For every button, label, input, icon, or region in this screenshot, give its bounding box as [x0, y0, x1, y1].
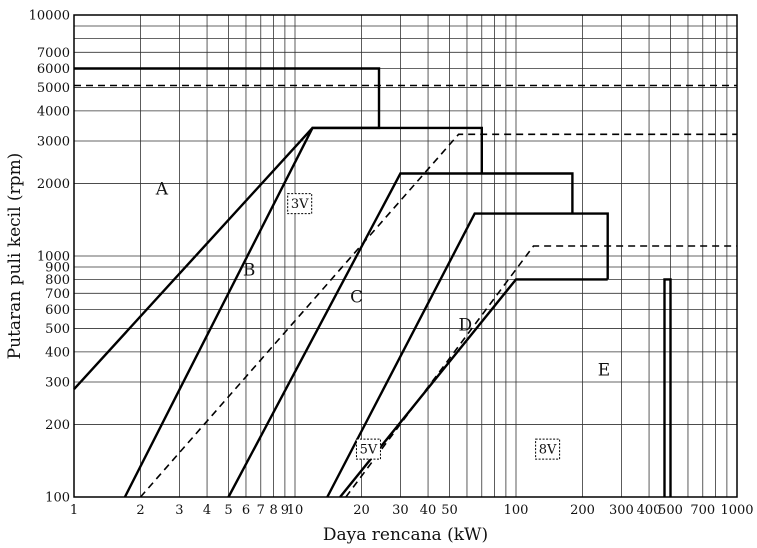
- y-axis-title: Putaran puli kecil (rpm): [5, 153, 25, 360]
- y-tick-label: 4000: [37, 104, 70, 119]
- series-line: [339, 278, 608, 498]
- boxed-label-frame: [355, 438, 381, 460]
- region-label: D: [459, 316, 473, 336]
- x-tick-label: 1: [70, 503, 78, 518]
- series-line: [73, 67, 381, 391]
- x-tick-label: 8: [269, 503, 277, 518]
- y-tick-label: 200: [45, 418, 70, 433]
- region-label: C: [350, 288, 363, 308]
- x-tick-label: 5: [224, 503, 232, 518]
- x-tick-label: 20: [353, 503, 370, 518]
- x-axis-title: Daya rencana (kW): [323, 525, 488, 545]
- x-tick-label: 10: [287, 503, 304, 518]
- x-tick-label: 6: [242, 503, 250, 518]
- boxed-label: 5V: [355, 438, 381, 460]
- boxed-label: 3V: [287, 193, 313, 215]
- region-label: A: [155, 179, 169, 199]
- y-tick-label: 5000: [37, 81, 70, 96]
- y-tick-label: 6000: [37, 62, 70, 77]
- x-tick-label: 7: [257, 503, 265, 518]
- y-tick-label: 400: [45, 345, 70, 360]
- y-tick-label: 700: [45, 287, 70, 302]
- boxed-label-frame: [535, 438, 561, 460]
- boxed-label-text: 3V: [291, 197, 309, 212]
- x-tick-label: 100: [504, 503, 529, 518]
- series-line: [663, 278, 672, 497]
- x-tick-label: 2: [136, 503, 144, 518]
- series-line: [345, 245, 737, 498]
- x-tick-label: 400: [637, 503, 662, 518]
- y-tick-label: 1000: [37, 250, 70, 265]
- x-tick-label: 500: [658, 503, 683, 518]
- y-tick-label: 800: [45, 273, 70, 288]
- y-tick-label: 500: [45, 322, 70, 337]
- plot-frame: [73, 14, 738, 498]
- region-label: B: [243, 261, 256, 281]
- series-lines: [73, 67, 737, 498]
- y-tick-label: 10000: [29, 9, 70, 24]
- x-tick-label: 40: [420, 503, 437, 518]
- boxed-label-text: 5V: [360, 443, 378, 458]
- y-tick-label: 900: [45, 261, 70, 276]
- region-label: E: [598, 360, 610, 380]
- series-line: [123, 126, 483, 498]
- x-tick-label: 3: [175, 503, 183, 518]
- x-tick-label: 1000: [720, 503, 753, 518]
- y-tick-label: 2000: [37, 177, 70, 192]
- x-tick-label: 300: [609, 503, 634, 518]
- y-tick-label: 100: [45, 491, 70, 506]
- x-tick-label: 4: [203, 503, 211, 518]
- boxed-label: 8V: [535, 438, 561, 460]
- grid-lines: [73, 14, 738, 498]
- x-tick-label: 30: [392, 503, 409, 518]
- x-tick-label: 700: [690, 503, 715, 518]
- x-tick-label: 200: [570, 503, 595, 518]
- series-line: [227, 172, 574, 498]
- y-tick-label: 7000: [37, 46, 70, 61]
- boxed-label-frame: [287, 193, 313, 215]
- region-labels: A B C D E: [155, 179, 610, 380]
- y-tick-label: 3000: [37, 135, 70, 150]
- boxed-label-text: 8V: [539, 443, 557, 458]
- x-tick-label: 50: [441, 503, 458, 518]
- series-line: [139, 133, 737, 498]
- y-tick-label: 300: [45, 376, 70, 391]
- x-tick-label: 9: [281, 503, 289, 518]
- y-tick-label: 600: [45, 303, 70, 318]
- boxed-labels: 3V 5V 8V: [287, 193, 561, 460]
